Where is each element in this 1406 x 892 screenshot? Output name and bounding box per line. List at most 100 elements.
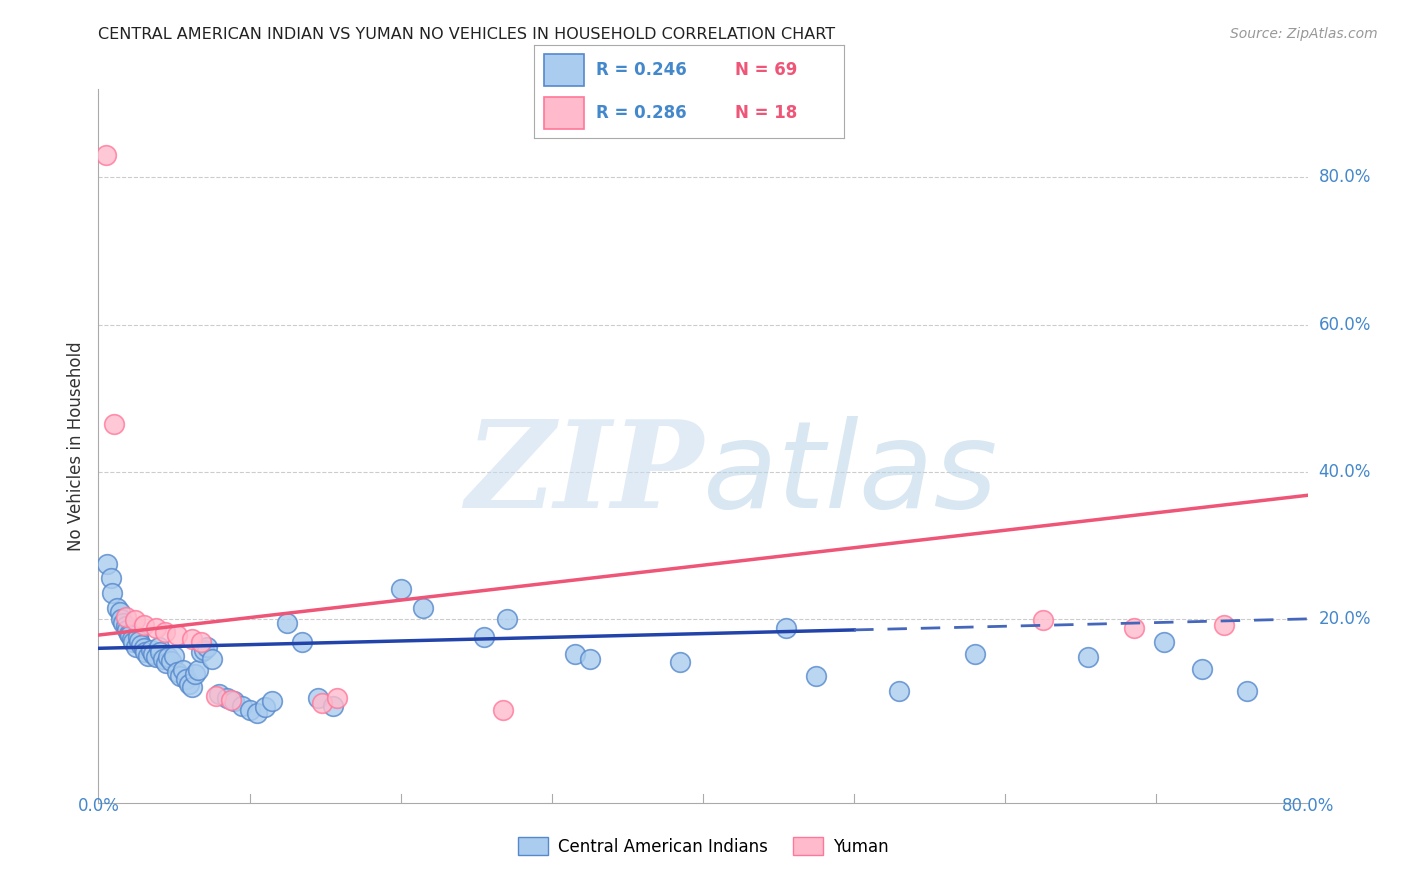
Text: N = 18: N = 18 [735, 104, 797, 122]
Point [103, 417, 125, 431]
Point [94, 148, 117, 162]
Point [145, 650, 167, 665]
Point [246, 706, 269, 720]
Point [412, 600, 434, 615]
Point [205, 689, 228, 703]
Point [889, 684, 911, 698]
Point [127, 630, 149, 644]
Point [132, 641, 155, 656]
Point [145, 621, 167, 635]
Point [181, 680, 204, 694]
Point [184, 667, 207, 681]
Point [114, 619, 136, 633]
Point [1153, 635, 1175, 649]
Point [148, 640, 170, 654]
Text: 40.0%: 40.0% [1319, 463, 1371, 481]
Text: CENTRAL AMERICAN INDIAN VS YUMAN NO VEHICLES IN HOUSEHOLD CORRELATION CHART: CENTRAL AMERICAN INDIAN VS YUMAN NO VEHI… [98, 27, 835, 42]
Point [142, 647, 165, 661]
Text: atlas: atlas [703, 416, 998, 533]
Point [132, 617, 155, 632]
Point [111, 615, 134, 630]
Point [136, 648, 159, 663]
Point [253, 700, 276, 714]
Point [1122, 621, 1144, 635]
Point [578, 652, 600, 666]
Point [177, 676, 201, 690]
Point [156, 650, 179, 665]
Point [965, 647, 987, 661]
Point [163, 648, 186, 663]
Point [110, 612, 132, 626]
Point [105, 600, 128, 615]
Point [134, 645, 156, 659]
Point [291, 635, 314, 649]
Point [215, 691, 238, 706]
Point [190, 645, 212, 659]
Point [166, 665, 188, 679]
Point [201, 652, 224, 666]
Point [564, 647, 586, 661]
Point [193, 642, 215, 657]
Point [231, 698, 253, 713]
Point [311, 696, 333, 710]
Point [120, 628, 142, 642]
Point [149, 645, 172, 659]
Point [239, 703, 262, 717]
Point [1077, 650, 1099, 665]
Point [1032, 613, 1054, 627]
Point [181, 632, 204, 647]
Text: 20.0%: 20.0% [1319, 610, 1371, 628]
Point [187, 664, 209, 678]
Point [669, 655, 692, 669]
Point [122, 635, 145, 649]
Text: ZIP: ZIP [465, 416, 703, 533]
Point [129, 638, 152, 652]
Point [152, 652, 174, 666]
Point [118, 626, 141, 640]
Point [472, 630, 495, 644]
Point [208, 687, 231, 701]
Point [806, 669, 828, 683]
Text: 80.0%: 80.0% [1281, 797, 1334, 814]
Point [326, 691, 349, 706]
Text: N = 69: N = 69 [735, 61, 797, 78]
Point [100, 571, 122, 585]
Point [96, 557, 118, 571]
Point [389, 582, 412, 597]
Point [307, 691, 329, 706]
Point [1236, 684, 1258, 698]
Text: 60.0%: 60.0% [1319, 316, 1371, 334]
Point [125, 640, 148, 654]
Point [128, 634, 150, 648]
Point [1191, 662, 1213, 676]
Point [221, 693, 243, 707]
Point [115, 623, 138, 637]
Point [108, 605, 131, 619]
Text: 80.0%: 80.0% [1319, 169, 1371, 186]
Legend: Central American Indians, Yuman: Central American Indians, Yuman [512, 830, 894, 863]
Text: 0.0%: 0.0% [77, 797, 120, 814]
Y-axis label: No Vehicles in Household: No Vehicles in Household [66, 341, 84, 551]
Point [322, 698, 344, 713]
Text: R = 0.286: R = 0.286 [596, 104, 686, 122]
Bar [544, 54, 583, 86]
Point [1213, 617, 1236, 632]
Point [114, 610, 136, 624]
Point [276, 615, 298, 630]
Point [172, 664, 194, 678]
Point [121, 632, 143, 647]
Bar [544, 97, 583, 129]
Point [492, 703, 515, 717]
Point [190, 635, 212, 649]
Point [160, 654, 183, 668]
Point [224, 694, 246, 708]
Point [195, 640, 218, 654]
Point [775, 621, 797, 635]
Point [262, 694, 284, 708]
Point [153, 625, 176, 640]
Point [495, 612, 517, 626]
Point [155, 656, 177, 670]
Point [124, 613, 146, 627]
Text: Source: ZipAtlas.com: Source: ZipAtlas.com [1230, 27, 1378, 41]
Point [174, 672, 197, 686]
